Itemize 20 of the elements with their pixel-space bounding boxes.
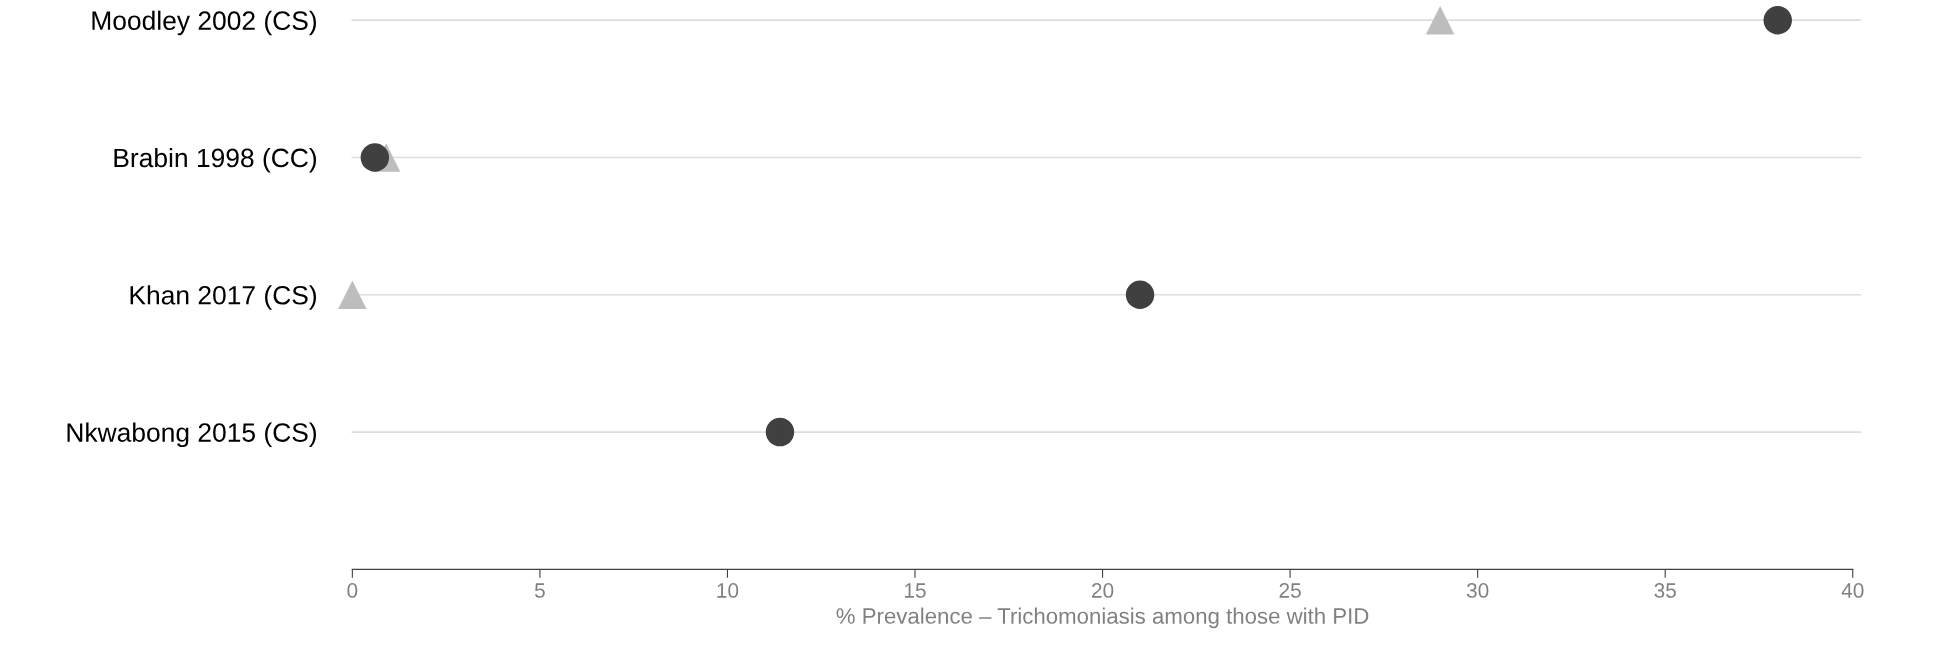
point [1125, 280, 1155, 310]
x-tick-label: 25 [1279, 583, 1301, 598]
x-tick-label: 15 [905, 583, 926, 598]
point [338, 280, 367, 310]
y-tick-label: Nkwabong 2015 (CS) [67, 422, 317, 448]
point [1763, 5, 1792, 35]
x-tick-label: 20 [1092, 583, 1114, 598]
x-tick-label: 30 [1466, 583, 1489, 598]
point [360, 143, 390, 172]
x-tick-label: 0 [347, 583, 358, 598]
point [1425, 5, 1455, 35]
x-tick-label: 5 [534, 583, 545, 598]
y-tick-label: Khan 2017 (CS) [130, 285, 316, 310]
y-tick-label: Brabin 1998 (CC) [114, 147, 316, 173]
x-tick-label: 35 [1654, 583, 1676, 598]
y-tick-label: Moodley 2002 (CS) [92, 10, 317, 36]
x-tick-label: 10 [717, 583, 739, 598]
point [765, 417, 795, 447]
x-tick-label: 40 [1841, 583, 1864, 598]
x-axis-title: % Prevalence – Trichomoniasis among those with PID [836, 607, 1369, 629]
